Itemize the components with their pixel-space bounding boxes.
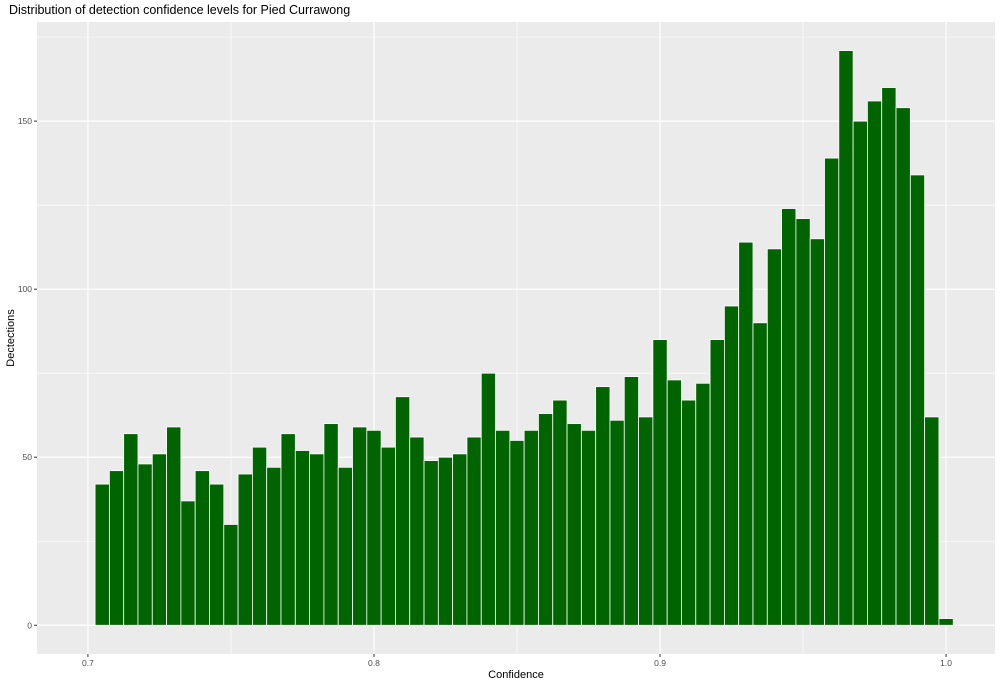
- histogram-bar: [809, 238, 825, 626]
- histogram-bar: [337, 466, 353, 626]
- histogram-bar: [380, 446, 396, 626]
- histogram-bar: [223, 524, 239, 626]
- histogram-bar: [766, 248, 783, 626]
- histogram-bar: [666, 379, 682, 626]
- histogram-bar: [752, 322, 768, 626]
- histogram-bar: [123, 433, 139, 626]
- x-axis-title: Confidence: [488, 669, 544, 681]
- histogram-bar: [151, 453, 167, 626]
- histogram-bar: [523, 429, 539, 626]
- y-axis-title: Dectections: [5, 309, 17, 367]
- histogram-bar: [323, 423, 339, 626]
- histogram-bar: [280, 433, 296, 626]
- histogram-bar: [194, 470, 210, 626]
- histogram-bar: [852, 120, 868, 626]
- histogram-bar: [251, 446, 268, 626]
- y-tick-label: 50: [23, 452, 33, 462]
- x-axis: 0.7 0.8 0.9 1.0: [82, 654, 952, 668]
- y-tick-label: 100: [18, 284, 32, 294]
- histogram-bar: [495, 429, 511, 626]
- histogram-bar: [595, 386, 611, 626]
- histogram-bar: [652, 339, 668, 626]
- histogram-bar: [738, 241, 754, 626]
- histogram-bar: [538, 413, 554, 626]
- histogram-bar: [881, 87, 897, 626]
- x-tick-label: 0.8: [368, 658, 380, 668]
- histogram-bar: [209, 483, 225, 626]
- histogram-bar: [781, 208, 797, 626]
- histogram-bar: [723, 305, 740, 626]
- histogram-bar: [938, 618, 954, 626]
- histogram-bar: [309, 453, 325, 626]
- histogram-bar: [94, 483, 110, 626]
- y-tick-label: 0: [27, 620, 32, 630]
- histogram-bar: [409, 436, 425, 626]
- histogram-bar: [824, 157, 840, 626]
- histogram-bar: [695, 382, 711, 626]
- histogram-bar: [452, 453, 468, 626]
- histogram-bars: [94, 50, 954, 626]
- histogram-bar: [137, 463, 153, 626]
- y-axis: 0 50 100 150: [18, 116, 37, 630]
- histogram-bar: [180, 500, 196, 626]
- histogram-bar: [108, 470, 125, 626]
- y-tick-label: 150: [18, 116, 32, 126]
- histogram-bar: [352, 426, 368, 626]
- histogram-bar: [909, 174, 926, 626]
- histogram-bar: [638, 416, 654, 626]
- histogram-bar: [895, 107, 911, 626]
- x-tick-label: 0.9: [654, 658, 666, 668]
- histogram-bar: [294, 450, 311, 626]
- histogram-bar: [266, 466, 282, 626]
- x-tick-label: 1.0: [940, 658, 952, 668]
- histogram-bar: [623, 376, 639, 626]
- histogram-bar: [552, 399, 568, 626]
- histogram-bar: [480, 372, 496, 626]
- histogram-bar: [166, 426, 182, 626]
- histogram-bar: [924, 416, 940, 626]
- histogram-bar: [609, 419, 625, 626]
- x-tick-label: 0.7: [82, 658, 94, 668]
- histogram-bar: [237, 473, 253, 626]
- histogram-bar: [566, 423, 582, 626]
- histogram-bar: [681, 399, 697, 626]
- histogram-bar: [709, 339, 725, 626]
- histogram-bar: [795, 218, 811, 626]
- chart-title: Distribution of detection confidence lev…: [9, 3, 351, 17]
- histogram-bar: [509, 440, 525, 626]
- histogram-bar: [423, 460, 439, 626]
- histogram-bar: [466, 436, 482, 626]
- histogram-bar: [395, 396, 411, 626]
- histogram-bar: [366, 429, 382, 626]
- histogram-bar: [580, 429, 597, 626]
- histogram-bar: [867, 100, 883, 626]
- histogram-bar: [838, 50, 854, 626]
- histogram-bar: [437, 456, 454, 626]
